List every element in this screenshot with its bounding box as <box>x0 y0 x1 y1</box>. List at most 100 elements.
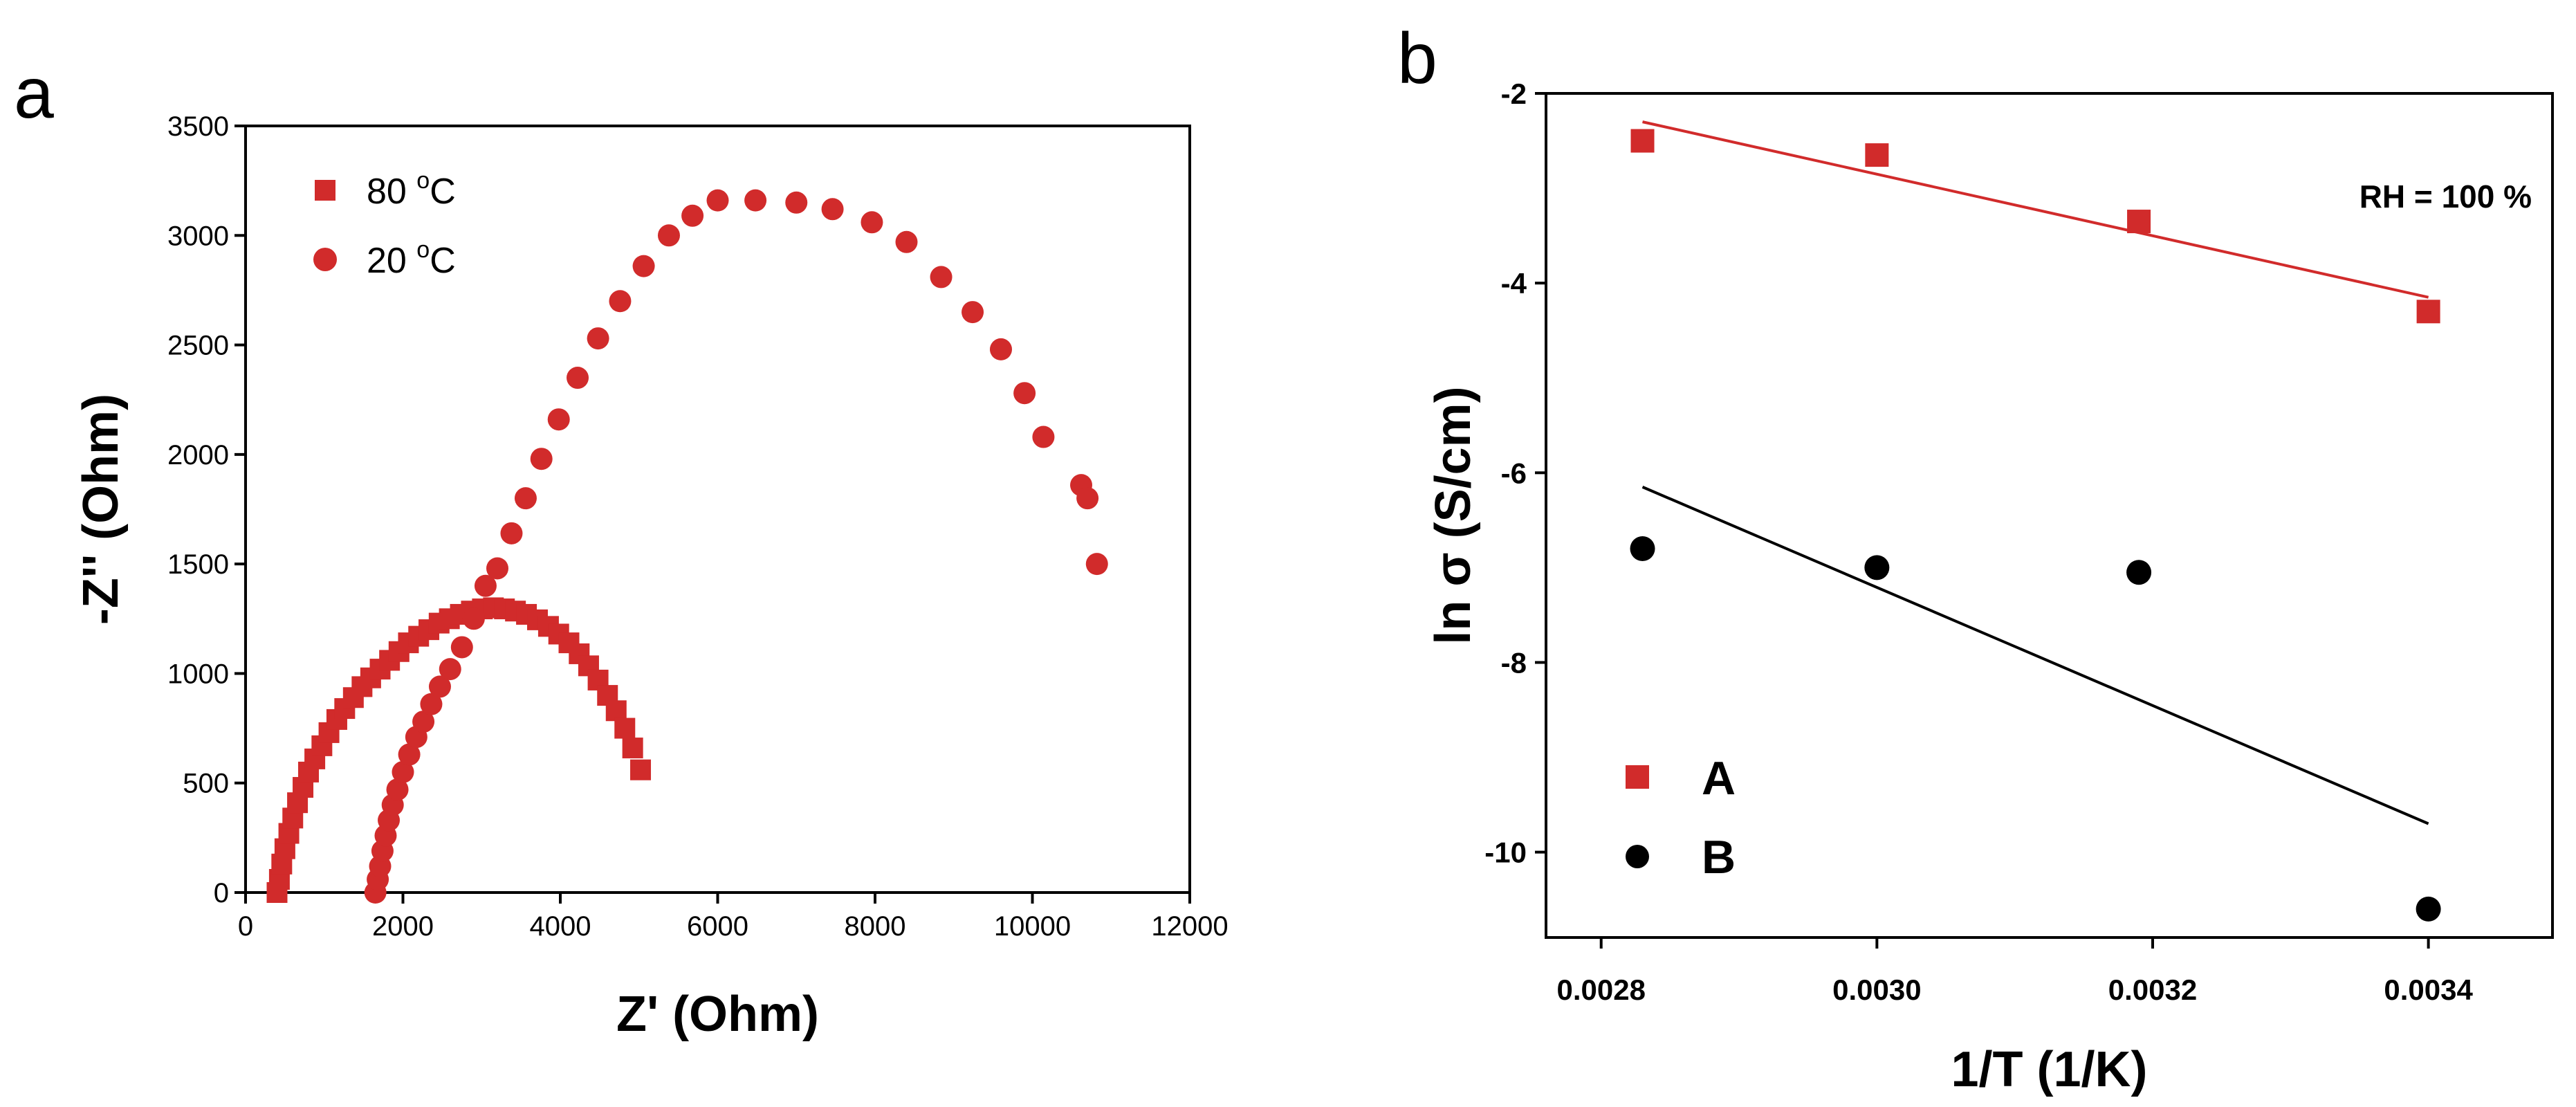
x-tick-label: 0 <box>238 911 253 942</box>
y-tick-label: -10 <box>1484 836 1527 869</box>
x-tick-label: 6000 <box>687 911 748 942</box>
y-tick-label: 3500 <box>167 111 229 142</box>
panel-a-y-axis-title: -Z'' (Ohm) <box>73 394 129 625</box>
panel-b-data-points <box>1630 129 2441 922</box>
data-point-20c <box>450 636 473 659</box>
fit-line-a <box>1642 120 2429 299</box>
data-point-20c <box>412 711 435 733</box>
data-point-20c <box>500 522 523 545</box>
data-point-20c <box>530 448 553 470</box>
y-tick-label: 0 <box>214 878 229 908</box>
data-point-20c <box>990 338 1012 360</box>
panel-b-label: b <box>1397 19 1437 99</box>
panel-b-y-axis-title: ln σ (S/cm) <box>1426 386 1481 644</box>
legend-marker-80c <box>315 180 335 201</box>
data-point-80c <box>622 738 643 759</box>
data-point-20c <box>1085 553 1108 576</box>
y-tick-label: 2000 <box>167 440 229 470</box>
data-point-20c <box>486 557 508 580</box>
panel-b-x-ticks: 0.0028 0.0030 0.0032 0.0034 <box>1556 937 2473 1006</box>
legend-marker-a <box>1626 765 1649 789</box>
panel-a-data-points <box>266 189 1108 904</box>
data-point-20c <box>587 327 609 350</box>
fit-line-b <box>1641 486 2429 825</box>
panel-a-y-ticks: 0 500 1000 1500 2000 2500 3000 3500 <box>167 111 246 908</box>
data-point-b <box>2126 560 2152 585</box>
y-tick-label: 2500 <box>167 331 229 361</box>
data-point-20c <box>398 743 421 766</box>
data-point-80c <box>630 759 652 780</box>
data-point-20c <box>439 658 461 681</box>
data-point-20c <box>386 778 409 801</box>
y-tick-label: -2 <box>1501 77 1527 110</box>
data-point-20c <box>744 189 767 212</box>
data-point-20c <box>474 574 497 597</box>
data-point-b <box>1864 555 1890 580</box>
panel-a-legend: 80 oC 20 oC <box>313 167 456 281</box>
y-tick-label: -4 <box>1501 267 1527 300</box>
data-point-20c <box>821 198 844 221</box>
data-point-a <box>1630 129 1655 153</box>
data-point-20c <box>632 255 655 277</box>
data-point-20c <box>514 487 537 510</box>
data-point-a <box>2416 300 2440 324</box>
panel-a-x-ticks: 0 2000 4000 6000 8000 10000 12000 <box>238 893 1229 942</box>
data-point-20c <box>895 230 918 253</box>
data-point-20c <box>547 408 570 431</box>
panel-b-plot-frame <box>1545 92 2554 939</box>
data-point-20c <box>1076 487 1099 510</box>
data-point-20c <box>609 290 632 313</box>
data-point-20c <box>567 367 589 390</box>
panel-b-y-ticks: -2 -4 -6 -8 -10 <box>1484 77 1546 869</box>
data-point-80c <box>614 717 636 739</box>
data-point-80c <box>605 700 627 722</box>
panel-b-legend: A B <box>1626 752 1736 884</box>
legend-marker-b <box>1626 845 1649 868</box>
x-tick-label: 4000 <box>530 911 591 942</box>
x-tick-label: 0.0030 <box>1832 973 1921 1006</box>
legend-marker-20c <box>313 248 337 271</box>
y-tick-label: 1500 <box>167 549 229 580</box>
panel-a-impedance-chart: a 0 2000 4000 6000 8000 10000 12000 0 500 1000 15… <box>14 53 1229 1042</box>
data-point-20c <box>420 693 443 715</box>
data-point-20c <box>681 204 704 227</box>
y-tick-label: -6 <box>1501 457 1527 489</box>
y-tick-label: -8 <box>1501 646 1527 679</box>
data-point-20c <box>1013 382 1036 405</box>
legend-label-a: A <box>1702 752 1736 805</box>
data-point-a <box>2127 210 2151 234</box>
data-point-20c <box>657 224 680 247</box>
panel-b-rh-annotation: RH = 100 % <box>2359 179 2532 214</box>
legend-label-80c: 80 oC <box>367 167 456 212</box>
legend-label-b: B <box>1702 831 1736 884</box>
data-point-20c <box>1032 426 1055 448</box>
data-point-20c <box>428 675 451 698</box>
data-point-20c <box>392 760 414 783</box>
panel-b-x-axis-title: 1/T (1/K) <box>1951 1042 2147 1097</box>
y-tick-label: 500 <box>183 769 229 799</box>
data-point-20c <box>462 607 485 630</box>
data-point-b <box>2416 896 2441 922</box>
data-point-20c <box>706 189 729 212</box>
x-tick-label: 0.0034 <box>2384 973 2473 1006</box>
data-point-20c <box>962 301 984 324</box>
data-point-b <box>1630 536 1655 561</box>
data-point-20c <box>861 211 883 234</box>
x-tick-label: 8000 <box>845 911 906 942</box>
panel-b-arrhenius-chart: b 0.0028 0.0030 0.0032 0.0034 -2 -4 -6 -8 -10 1… <box>1397 19 2554 1097</box>
data-point-a <box>1865 143 1889 167</box>
panel-a-label: a <box>14 53 54 134</box>
x-tick-label: 10000 <box>994 911 1071 942</box>
data-point-20c <box>930 266 953 289</box>
x-tick-label: 0.0032 <box>2108 973 2197 1006</box>
data-point-20c <box>785 191 808 214</box>
x-tick-label: 0.0028 <box>1556 973 1645 1006</box>
x-tick-label: 2000 <box>372 911 434 942</box>
legend-label-20c: 20 oC <box>367 237 456 281</box>
y-tick-label: 1000 <box>167 659 229 689</box>
panel-b-fit-lines <box>1641 120 2429 825</box>
y-tick-label: 3000 <box>167 221 229 251</box>
panel-a-x-axis-title: Z' (Ohm) <box>616 987 819 1042</box>
x-tick-label: 12000 <box>1151 911 1228 942</box>
